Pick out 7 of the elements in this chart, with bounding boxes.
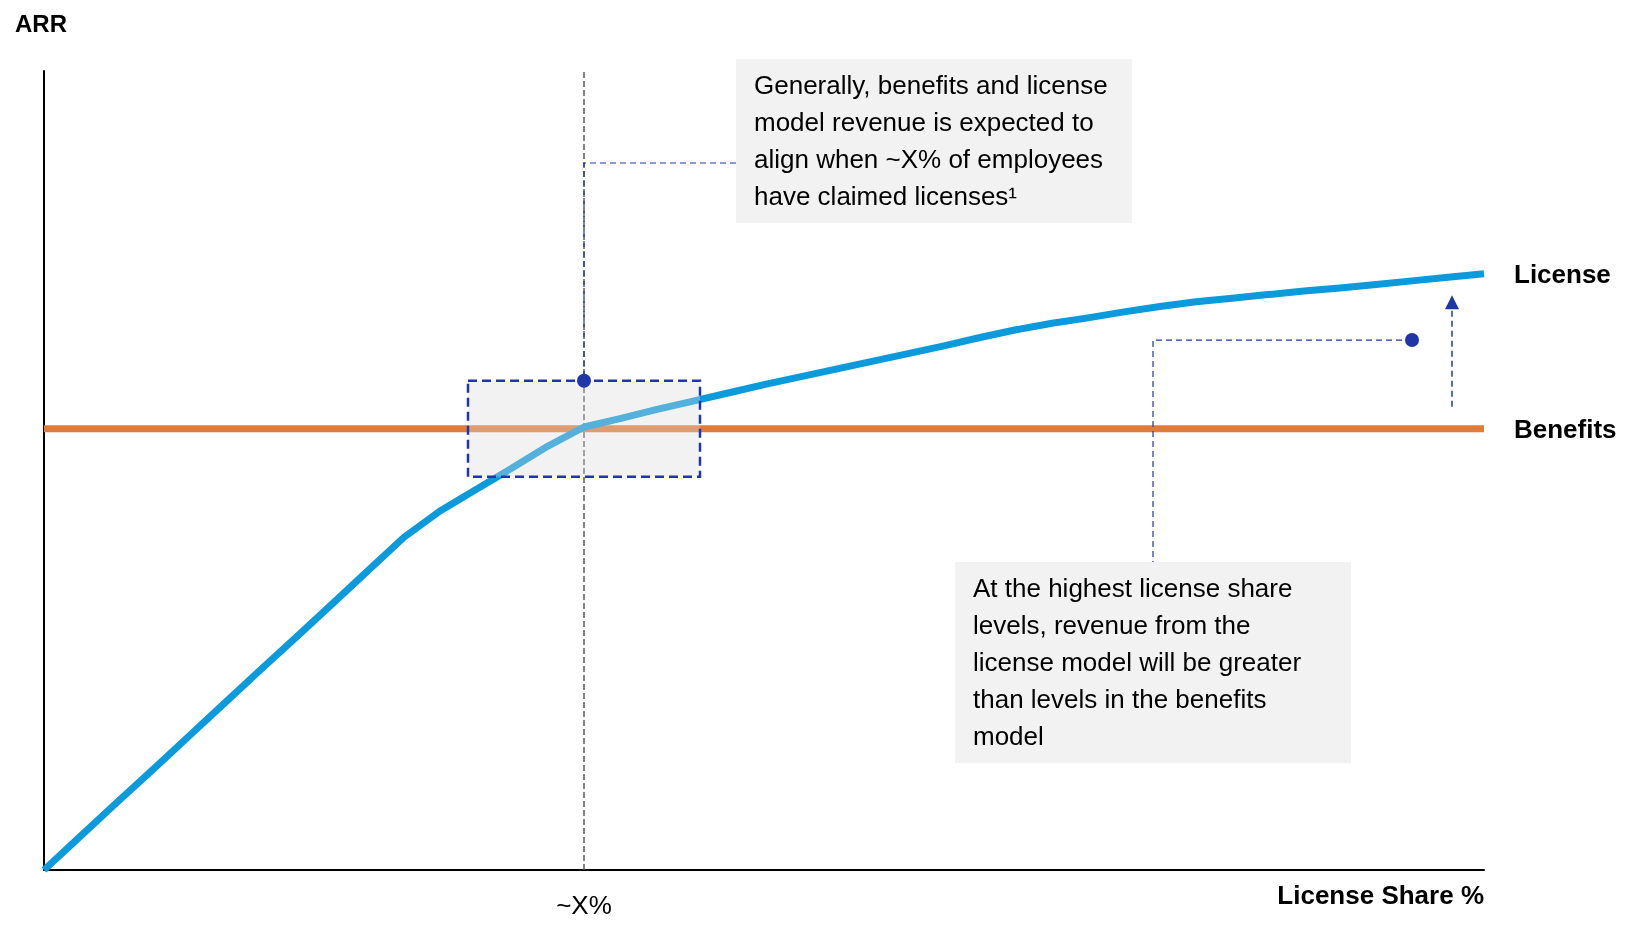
series-label: Benefits [1514, 413, 1617, 444]
series-label: License [1514, 258, 1611, 289]
text: ARR [15, 10, 67, 38]
text: Generally, benefits and license model revenue is expected to align when ~X% of employees have claimed licenses¹ [736, 59, 1132, 223]
annotation: At the highest license share levels, revenue from the license model will be greater than levels in the benefits model [955, 562, 1351, 763]
x-axis-title: License Share % [1277, 880, 1484, 911]
text: ~X% [556, 890, 612, 920]
